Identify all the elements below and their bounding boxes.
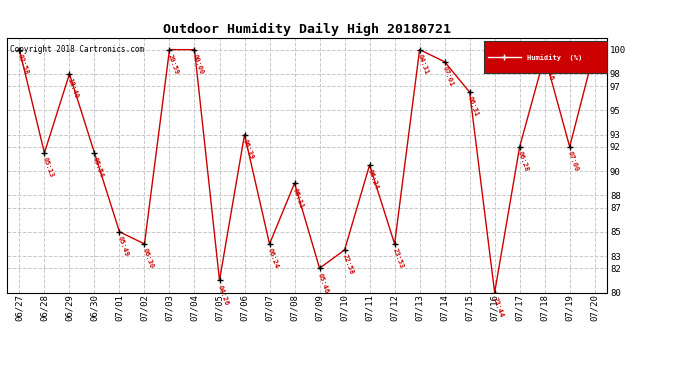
Text: 06:31: 06:31 <box>467 96 480 118</box>
Title: Outdoor Humidity Daily High 20180721: Outdoor Humidity Daily High 20180721 <box>163 23 451 36</box>
Text: 06:39: 06:39 <box>242 138 255 160</box>
Text: Copyright 2018 Cartronics.com: Copyright 2018 Cartronics.com <box>10 45 144 54</box>
Text: 05:46: 05:46 <box>317 272 330 294</box>
Text: 22:58: 22:58 <box>342 254 355 276</box>
Text: 04:26: 04:26 <box>217 284 230 306</box>
Text: 06:24: 06:24 <box>267 248 280 270</box>
Text: 07:01: 07:01 <box>442 65 455 87</box>
Text: 06:24: 06:24 <box>367 169 380 190</box>
Text: 06:11: 06:11 <box>292 187 305 209</box>
Text: 04:31: 04:31 <box>417 53 430 75</box>
Text: 05:13: 05:13 <box>42 156 55 178</box>
Text: 05:49: 05:49 <box>117 236 130 258</box>
Text: 06:30: 06:30 <box>142 248 155 270</box>
Text: 20:59: 20:59 <box>167 53 180 75</box>
Text: 06:28: 06:28 <box>517 150 530 172</box>
Text: 02:46: 02:46 <box>542 59 555 81</box>
Text: 00:00: 00:00 <box>192 53 205 75</box>
Text: 18:40: 18:40 <box>67 78 80 100</box>
Text: 02:58: 02:58 <box>17 53 30 75</box>
Text: 23:44: 23:44 <box>492 296 505 318</box>
Text: 07:00: 07:00 <box>567 150 580 172</box>
Text: 00:00: 00:00 <box>592 53 605 75</box>
Text: 23:53: 23:53 <box>392 248 405 270</box>
Text: 05:54: 05:54 <box>92 156 105 178</box>
